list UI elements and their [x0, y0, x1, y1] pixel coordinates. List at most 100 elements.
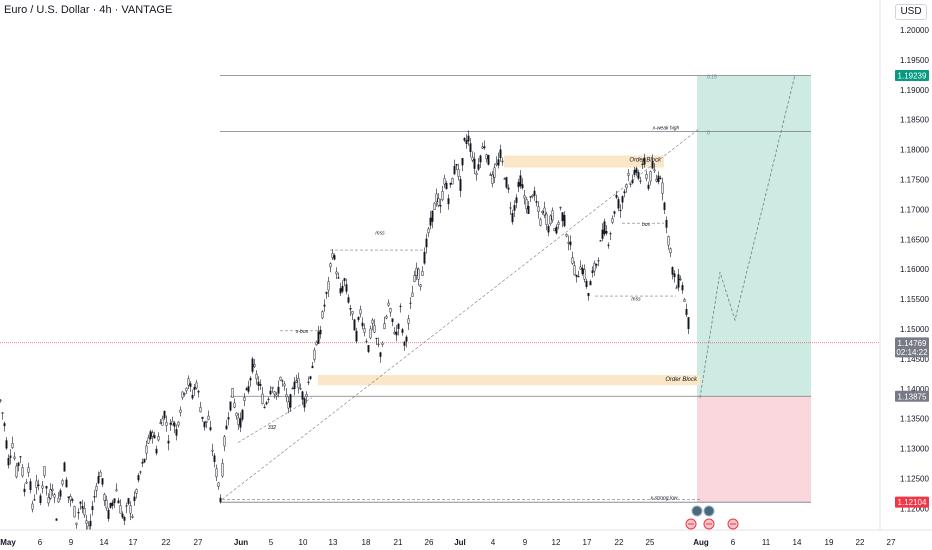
candle-body: [253, 364, 256, 367]
candle-body: [129, 505, 132, 514]
candle-body: [261, 393, 264, 405]
time-tick-label: 14: [793, 538, 802, 547]
candle-body: [95, 485, 98, 491]
candle-body: [97, 476, 100, 484]
candle-body: [441, 191, 444, 201]
candle-body: [555, 226, 558, 234]
candle-body: [179, 409, 182, 413]
time-tick-label: 6: [731, 538, 736, 547]
candle-body: [605, 231, 608, 234]
candle-body: [91, 506, 94, 511]
candle-body: [31, 503, 34, 510]
candle-body: [639, 180, 642, 182]
candle-body: [447, 198, 450, 205]
candle-body: [623, 191, 626, 194]
candle-body: [315, 341, 318, 346]
candle-body: [153, 435, 156, 439]
candle-body: [373, 325, 376, 333]
candle-body: [369, 328, 372, 339]
time-tick-label: 17: [583, 538, 592, 547]
currency-button[interactable]: USD: [895, 4, 927, 20]
candle-body: [383, 323, 386, 330]
symbol-title[interactable]: Euro / U.S. Dollar · 4h · VANTAGE: [4, 4, 173, 16]
candle-body: [631, 179, 634, 184]
candle-body: [523, 195, 526, 199]
candle-body: [519, 175, 522, 187]
candle-body: [193, 387, 196, 390]
candle-body: [301, 391, 304, 400]
candle-body: [105, 499, 108, 509]
candle-body: [297, 378, 300, 389]
candle-body: [565, 234, 568, 237]
candle-body: [101, 478, 104, 485]
candle-body: [439, 205, 442, 207]
candle-body: [293, 381, 296, 389]
price-tick-label: 1.19500: [900, 56, 929, 65]
candle-body: [201, 416, 204, 419]
candle-body: [273, 391, 276, 395]
candle-body: [397, 323, 400, 329]
candle-body: [249, 378, 252, 381]
candle-body: [553, 228, 556, 232]
candle-body: [601, 229, 604, 239]
candle-body: [127, 498, 130, 504]
candle-body: [59, 490, 62, 497]
candle-body: [207, 415, 210, 420]
candle-body: [43, 466, 46, 476]
time-axis: [0, 530, 932, 550]
candle-body: [255, 373, 258, 380]
candle-body: [515, 197, 518, 203]
candle-body: [667, 236, 670, 246]
candle-body: [615, 195, 618, 198]
candle-body: [47, 497, 50, 504]
candle-body: [363, 328, 366, 333]
candle-body: [61, 480, 64, 485]
candle-body: [139, 471, 142, 473]
time-tick-label: 10: [299, 538, 308, 547]
candle-body: [579, 266, 582, 270]
candle-body: [51, 488, 54, 491]
candle-body: [415, 267, 418, 276]
candle-body: [443, 178, 446, 185]
candle-body: [311, 365, 314, 369]
price-tick-label: 1.18500: [900, 116, 929, 125]
price-tick-label: 1.14000: [900, 385, 929, 394]
time-tick-label: 4: [491, 538, 496, 547]
candle-body: [417, 268, 420, 280]
price-tick-label: 1.14500: [900, 355, 929, 364]
candle-body: [559, 207, 562, 209]
candle-body: [479, 155, 482, 163]
candle-body: [487, 155, 490, 165]
candle-body: [635, 168, 638, 173]
candle-body: [485, 154, 488, 160]
time-tick-label: 12: [552, 538, 561, 547]
candle-body: [495, 162, 498, 166]
candle-body: [89, 520, 92, 527]
candle-body: [197, 390, 200, 393]
candle-body: [73, 506, 76, 518]
candle-body: [451, 177, 454, 185]
candle-body: [85, 520, 88, 524]
candle-body: [571, 257, 574, 264]
candle-body: [231, 387, 234, 398]
candle-body: [649, 171, 652, 182]
candle-body: [319, 329, 322, 335]
candle-body: [659, 177, 662, 179]
candle-body: [229, 401, 232, 411]
candle-body: [673, 273, 676, 278]
candle-body: [303, 398, 306, 408]
price-axis: [880, 0, 932, 550]
candle-body: [525, 199, 528, 210]
candle-body: [535, 201, 538, 203]
candle-body: [351, 311, 354, 315]
candle-body: [653, 169, 656, 172]
candle-body: [621, 196, 624, 203]
candle-body: [493, 167, 496, 178]
structure-annotation: x-weak high: [652, 125, 680, 131]
candle-body: [617, 199, 620, 209]
candle-body: [607, 244, 610, 246]
candle-body: [115, 489, 118, 492]
candle-body: [157, 436, 160, 441]
candle-body: [399, 305, 402, 308]
